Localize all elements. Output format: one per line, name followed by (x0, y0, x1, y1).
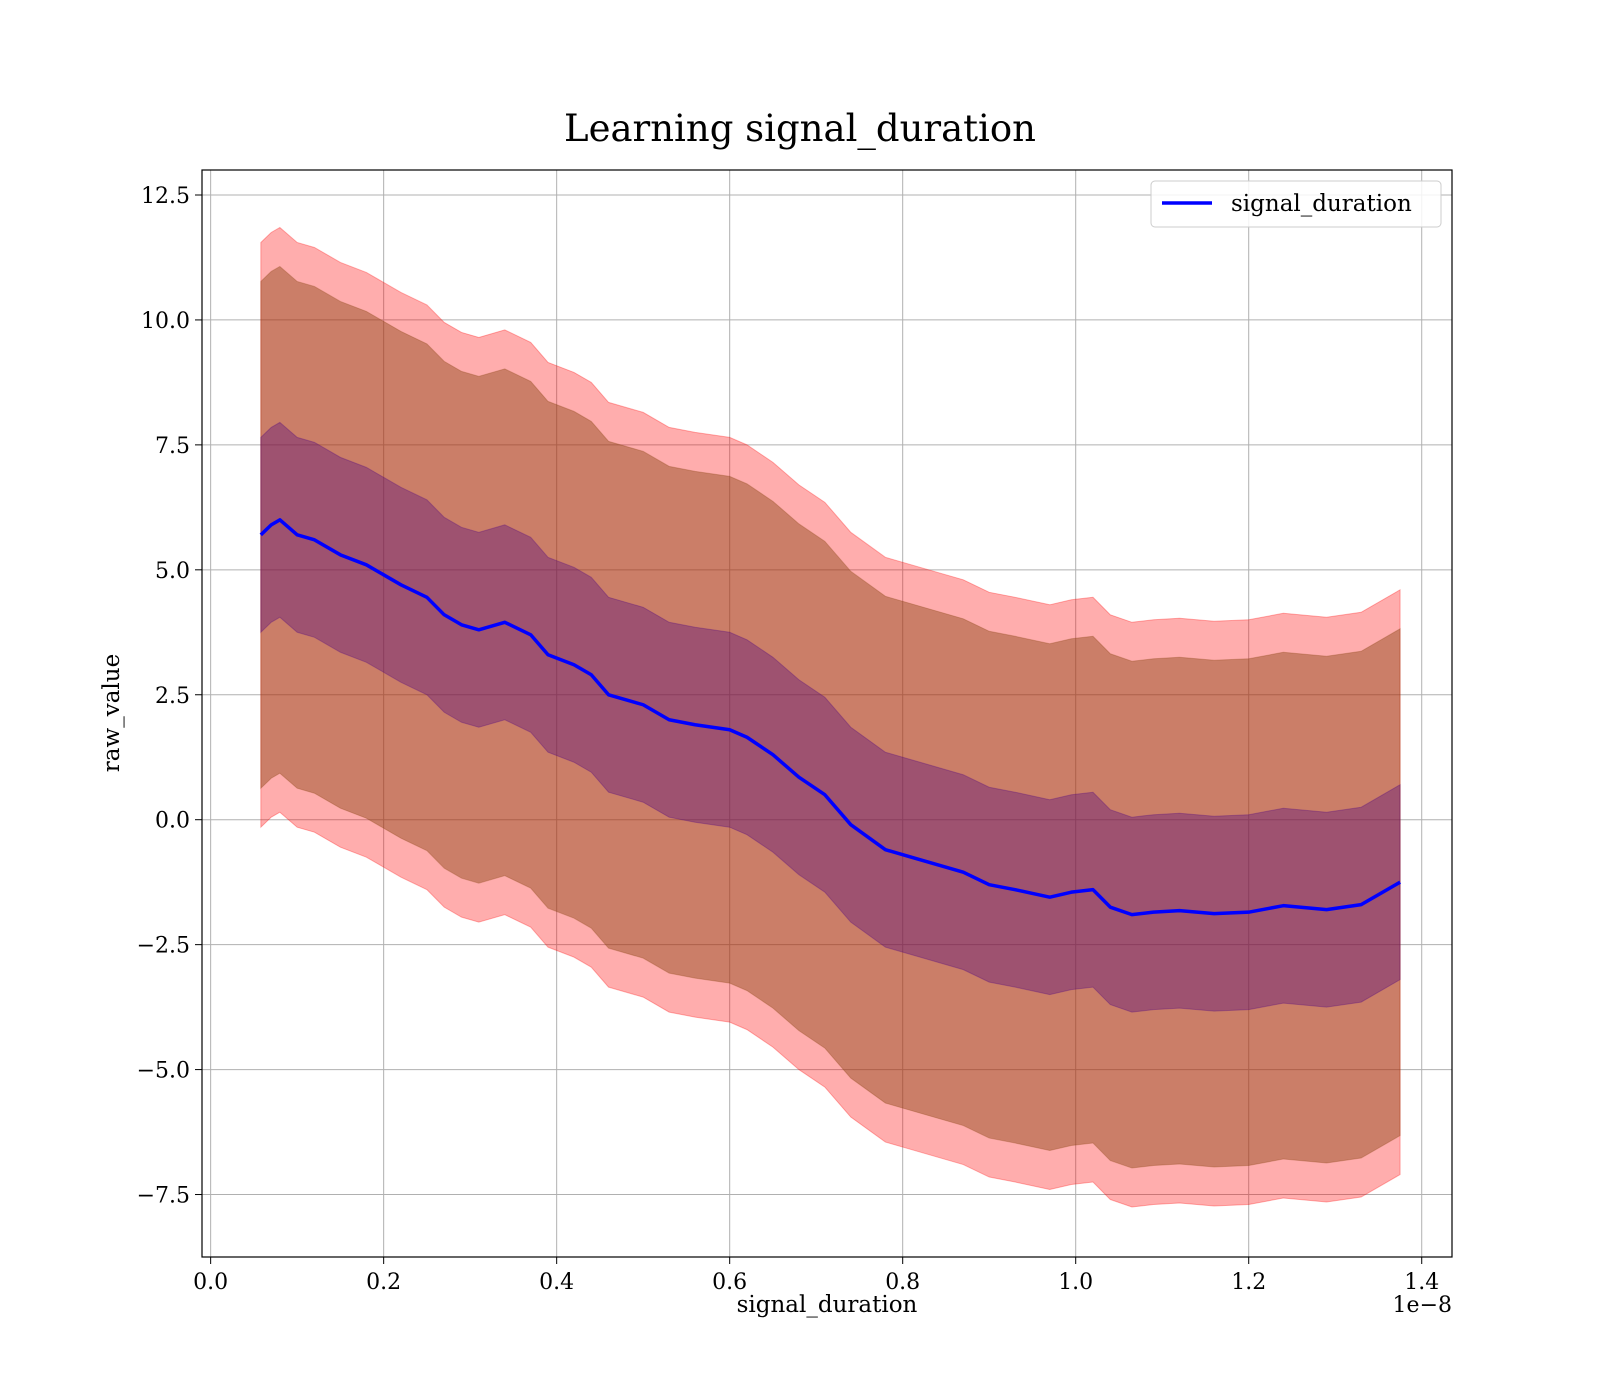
y-tick-label: 5.0 (155, 559, 190, 584)
std-bands (260, 226, 1401, 1208)
legend: signal_duration (1150, 180, 1442, 228)
band-3-sigma (260, 226, 1401, 1208)
band-1-sigma (260, 421, 1401, 1013)
y-tick-label: 0.0 (155, 809, 190, 834)
plot-frame (201, 169, 1453, 1258)
x-axis-ticks: 0.0 0.2 0.4 0.6 0.8 1.0 1.2 1.4 (193, 1257, 1439, 1295)
y-tick-label: 12.5 (141, 184, 190, 209)
x-tick-label: 1.0 (1058, 1270, 1093, 1295)
y-tick-label: 10.0 (141, 309, 190, 334)
y-tick-label: −2.5 (137, 934, 190, 959)
x-tick-label: 1.2 (1231, 1270, 1266, 1295)
y-axis-label: raw_value (99, 654, 125, 772)
chart-title: Learning signal_duration (564, 107, 1036, 151)
x-offset-label: 1e−8 (1393, 1293, 1452, 1318)
series-lines (259, 518, 1401, 917)
grid (202, 170, 1452, 1257)
y-tick-label: −7.5 (137, 1184, 190, 1209)
x-tick-label: 0.8 (885, 1270, 920, 1295)
x-tick-label: 0.6 (712, 1270, 747, 1295)
legend-label: signal_duration (1231, 191, 1412, 217)
legend-box (1150, 180, 1442, 228)
x-tick-label: 1.4 (1404, 1270, 1439, 1295)
y-tick-label: 7.5 (155, 434, 190, 459)
series-line-signal-duration (259, 518, 1401, 917)
x-tick-label: 0.0 (193, 1270, 228, 1295)
y-tick-label: −5.0 (137, 1059, 190, 1084)
y-axis-ticks: −7.5 −5.0 −2.5 0.0 2.5 5.0 7.5 10.0 12.5 (137, 184, 202, 1209)
x-axis-label: signal_duration (737, 1292, 918, 1318)
x-tick-label: 0.4 (539, 1270, 574, 1295)
y-tick-label: 2.5 (155, 684, 190, 709)
x-tick-label: 0.2 (366, 1270, 401, 1295)
band-2-sigma (260, 265, 1401, 1169)
